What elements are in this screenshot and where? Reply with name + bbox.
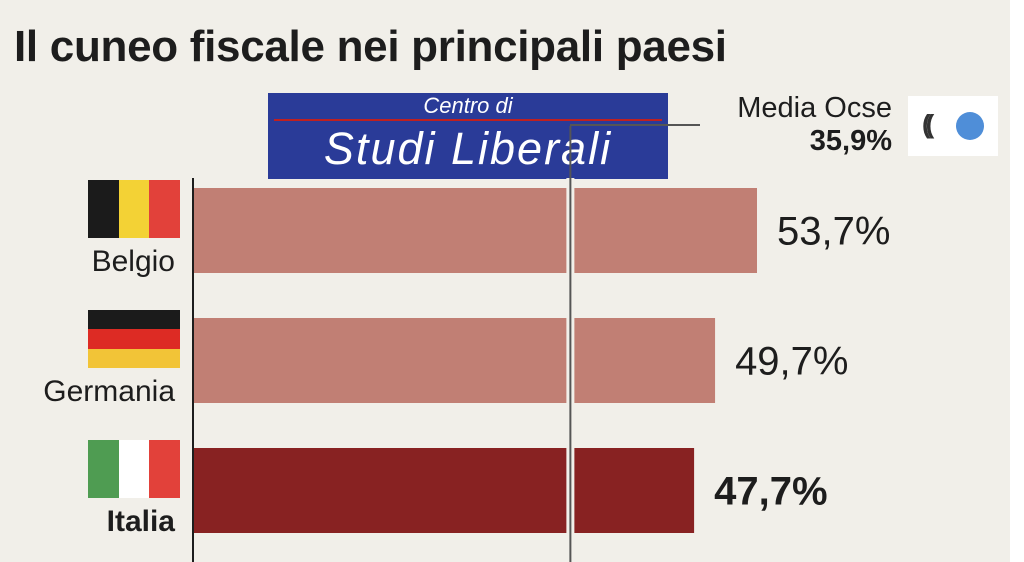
reference-connector (570, 124, 700, 126)
flag-stripe (118, 440, 150, 498)
country-label-italia: Italia (106, 505, 175, 538)
watermark-rule (274, 119, 662, 121)
watermark-line2: Studi Liberali (323, 123, 613, 174)
flag-stripe (149, 440, 181, 498)
reference-label-text: Media Ocse (737, 92, 892, 124)
flag-belgio-icon (88, 180, 181, 238)
country-label-germania: Germania (43, 375, 175, 408)
reference-label: Media Ocse 35,9% (704, 92, 892, 159)
flag-germania-icon (88, 310, 180, 368)
data-label-germania: 49,7% (735, 340, 848, 384)
chart-title: Il cuneo fiscale nei principali paesi (14, 22, 727, 71)
flag-italia-icon (88, 440, 181, 498)
flag-stripe (88, 310, 180, 330)
bar-germania (194, 318, 716, 403)
reference-value: 35,9% (809, 125, 892, 158)
oecd-logo-icon: (( (908, 96, 998, 156)
flag-stripe (88, 329, 180, 349)
flag-stripe (149, 180, 181, 238)
bar-italia (194, 448, 695, 533)
data-label-italia: 47,7% (714, 470, 827, 514)
watermark-line1: Centro di (423, 93, 513, 118)
bar-belgio (194, 188, 757, 273)
flag-stripe (88, 348, 180, 368)
flag-stripe (88, 440, 119, 498)
oecd-dot-icon (956, 112, 984, 140)
country-label-belgio: Belgio (91, 245, 175, 278)
data-label-belgio: 53,7% (777, 210, 890, 254)
flag-stripe (88, 180, 119, 238)
flag-stripe (118, 180, 150, 238)
watermark-logo: Centro di Studi Liberali (268, 93, 668, 179)
